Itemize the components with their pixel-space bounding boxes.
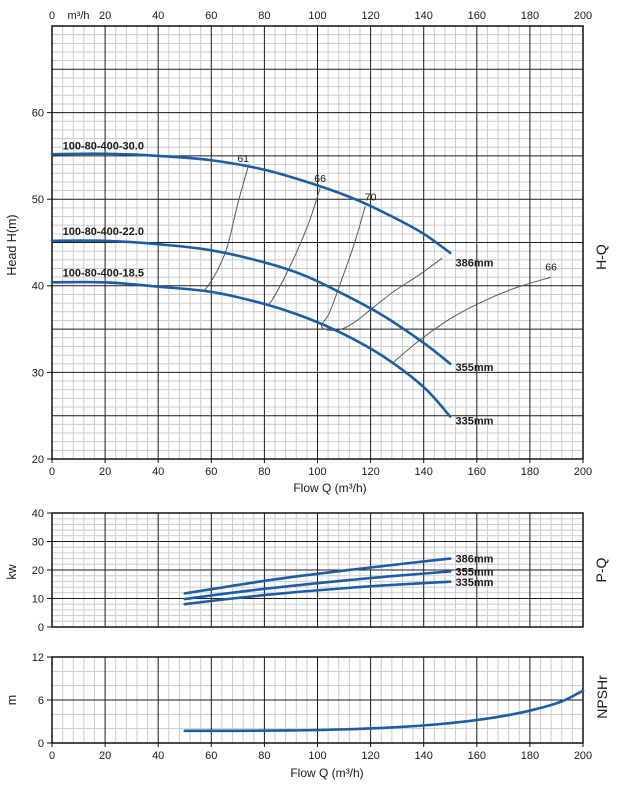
y-tick-label: 6 [38,695,44,707]
y-axis-title: Head H(m) [5,214,19,275]
x-tick-label: 200 [574,466,592,478]
y-tick-label: 40 [32,281,44,293]
x-axis-title: Flow Q (m³/h) [293,481,366,495]
annotation-386mm: 386mm [456,553,494,565]
x-tick-label: 120 [361,750,379,762]
annotation-70: 70 [365,191,377,203]
curve-355mm [50,239,452,366]
y-tick-label: 40 [32,508,44,520]
annotation-100-80-400-18.5: 100-80-400-18.5 [63,268,144,280]
x-tick-label-top: 0 [49,10,55,22]
side-label-P-Q: P-Q [593,557,609,582]
y-axis-title: kw [5,563,19,579]
x-tick-label: 40 [152,750,164,762]
y-tick-label: 50 [32,194,44,206]
x-tick-label: 20 [99,750,111,762]
x-tick-label: 20 [99,466,111,478]
x-tick-label-top: 60 [205,10,217,22]
x-tick-label: 140 [415,750,433,762]
x-tick-label: 100 [308,466,326,478]
annotation-100-80-400-22.0: 100-80-400-22.0 [63,226,144,238]
x-tick-label: 60 [205,750,217,762]
x-tick-label: 180 [521,466,539,478]
efficiency-line-61-0 [202,165,249,293]
x-tick-label-top: 80 [258,10,270,22]
x-tick-label: 120 [361,466,379,478]
annotation-355mm: 355mm [456,362,494,374]
annotation-335mm: 335mm [456,416,494,428]
curve-386mm [183,557,452,595]
x-tick-label: 100 [308,750,326,762]
x-tick-label-top: 200 [574,10,592,22]
x-tick-label-top: 40 [152,10,164,22]
x-tick-label: 0 [49,466,55,478]
x-tick-label: 140 [415,466,433,478]
y-tick-label: 30 [32,536,44,548]
x-tick-label-top: 180 [521,10,539,22]
y-tick-label: 30 [32,367,44,379]
x-tick-label: 180 [521,750,539,762]
x-tick-label-top: 20 [99,10,111,22]
x-tick-label-top: 100 [308,10,326,22]
x-tick-label: 160 [468,750,486,762]
y-tick-label: 20 [32,565,44,577]
side-label-NPSHr: NPSHr [594,675,610,719]
x-axis-title: Flow Q (m³/h) [290,766,363,780]
efficiency-line-66-3 [391,276,552,365]
x-tick-label: 80 [258,466,270,478]
curve-335mm [183,580,452,606]
annotation-386mm: 386mm [456,257,494,269]
x-tick-label: 40 [152,466,164,478]
x-tick-label-top: 120 [361,10,379,22]
y-tick-label: 0 [38,622,44,634]
y-tick-label: 10 [32,593,44,605]
side-label-H-Q: H-Q [593,244,609,270]
curve-355mm [183,570,452,601]
y-axis-title: m [5,695,19,705]
curve-335mm [50,280,452,418]
y-tick-label: 0 [38,738,44,750]
x-tick-label: 0 [49,750,55,762]
x-tick-label: 200 [574,750,592,762]
annotation-335mm: 335mm [456,577,494,589]
curve-NPSHr [183,689,585,733]
x-axis-unit: m³/h [68,10,90,22]
x-tick-label-top: 140 [415,10,433,22]
y-tick-label: 60 [32,107,44,119]
efficiency-line-66-1 [267,187,321,306]
x-tick-label: 160 [468,466,486,478]
annotation-66: 66 [545,261,557,273]
annotation-61: 61 [237,153,249,165]
annotation-66: 66 [314,173,326,185]
curve-386mm [50,152,452,255]
x-tick-label: 60 [205,466,217,478]
annotation-100-80-400-30.0: 100-80-400-30.0 [63,140,144,152]
x-tick-label: 80 [258,750,270,762]
y-tick-label: 12 [32,652,44,664]
x-tick-label-top: 160 [468,10,486,22]
annotation-355mm: 355mm [456,566,494,578]
y-tick-label: 20 [32,454,44,466]
